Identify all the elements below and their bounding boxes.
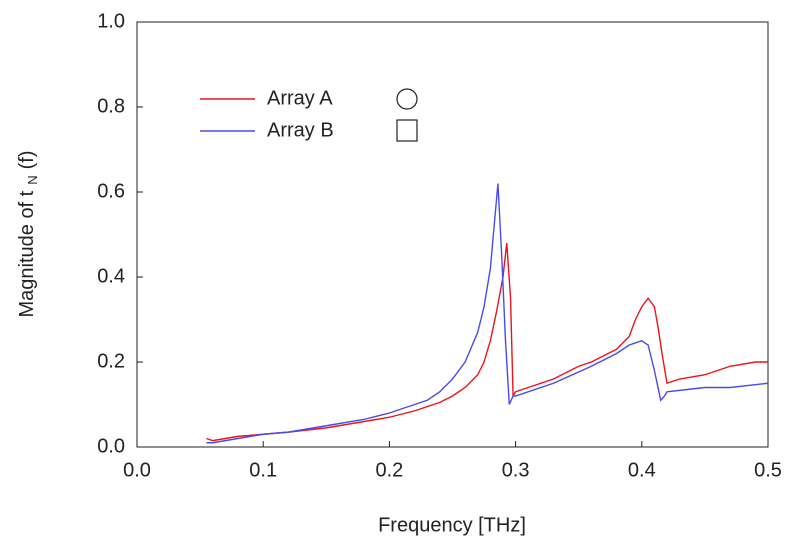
legend-symbol-circle (396, 88, 418, 110)
x-tick-label: 0.1 (249, 459, 277, 481)
y-tick-label: 0.8 (97, 95, 125, 117)
y-label-subscript: N (25, 175, 40, 184)
legend-label: Array B (267, 119, 334, 141)
legend-symbol-square (396, 119, 418, 142)
x-tick-label: 0.0 (123, 459, 151, 481)
data-line (206, 183, 769, 444)
x-axis-label: Frequency [THz] (378, 514, 526, 536)
y-tick-label: 0.4 (97, 265, 125, 287)
y-axis-label: Magnitude of t N (f) (16, 150, 40, 317)
y-label-main: Magnitude of t (16, 190, 38, 317)
legend-label: Array A (267, 87, 333, 109)
x-tick-label: 0.2 (375, 459, 403, 481)
data-line (206, 242, 768, 442)
x-tick-label: 0.5 (754, 459, 782, 481)
y-tick-label: 0.6 (97, 180, 125, 202)
y-tick-label: 0.0 (97, 435, 125, 457)
y-tick-label: 0.2 (97, 350, 125, 372)
x-tick-label: 0.4 (628, 459, 656, 481)
plot-frame (136, 21, 769, 448)
x-tick-label: 0.3 (502, 459, 530, 481)
y-tick-label: 1.0 (97, 10, 125, 32)
y-label-suffix: (f) (16, 150, 38, 169)
